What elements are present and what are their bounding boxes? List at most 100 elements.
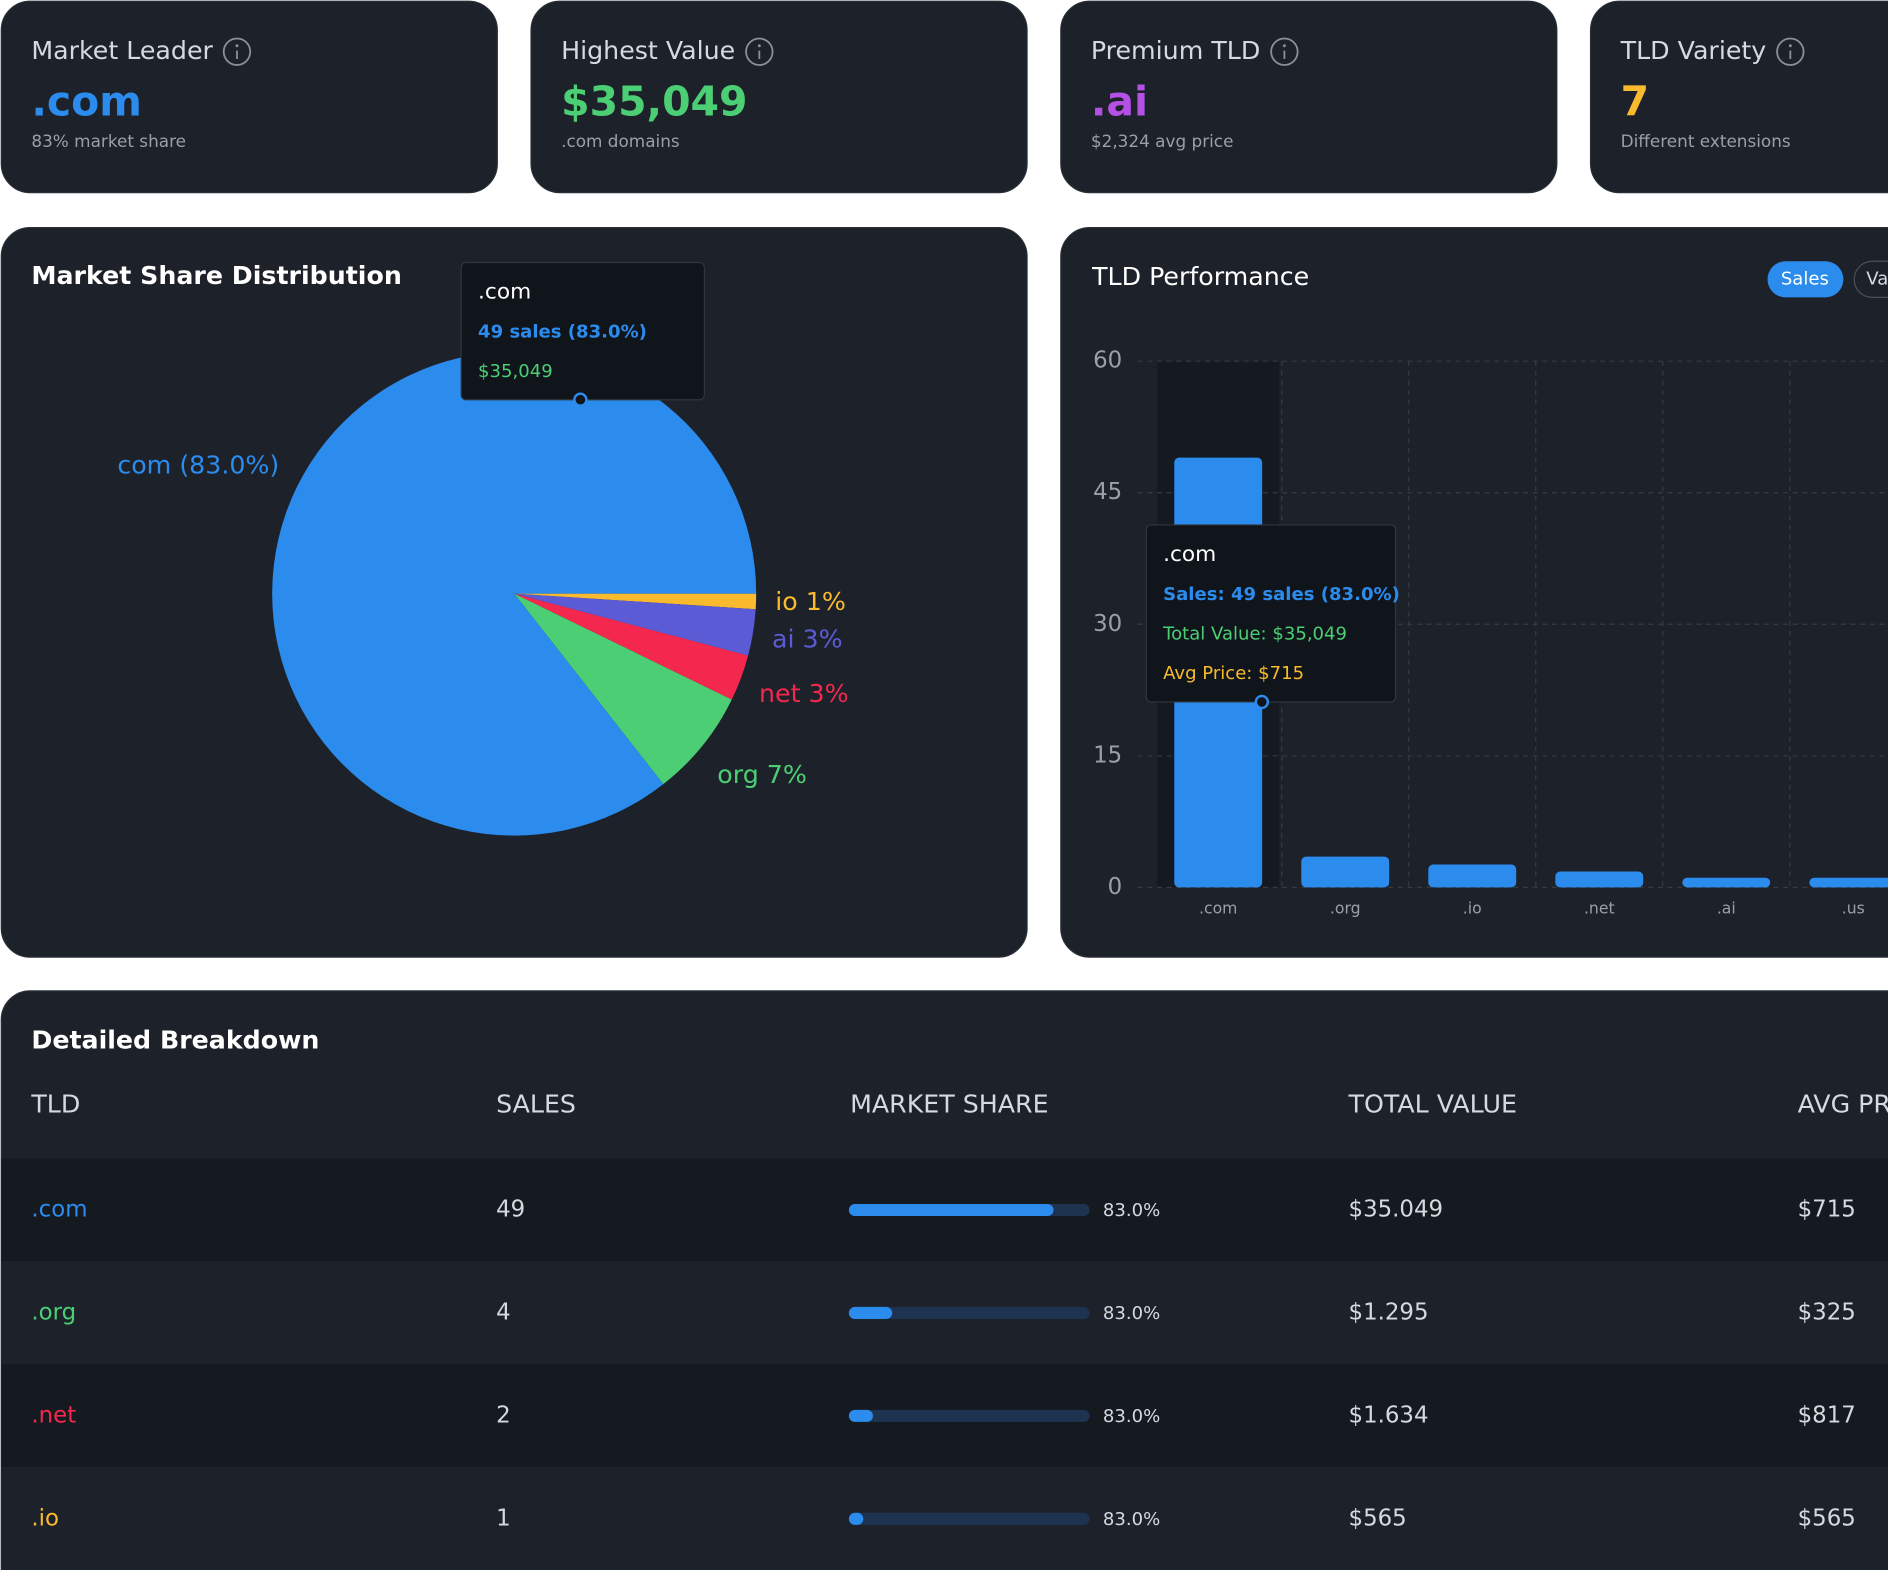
value-cell: $1.295 <box>1349 1299 1429 1325</box>
column-header: TOTAL VALUE <box>1348 1089 1517 1118</box>
sales-cell: 49 <box>496 1197 525 1223</box>
card-subtitle: Different extensions <box>1621 131 1791 151</box>
y-tick-label: 15 <box>1093 742 1122 768</box>
toggle-button[interactable] <box>1853 260 1888 298</box>
x-tick-label: .com <box>1199 899 1237 918</box>
tooltip-text: Avg Price: $715 <box>1163 663 1304 684</box>
card-title: Highest Value <box>561 36 735 65</box>
column-header: SALES <box>496 1089 576 1118</box>
tld-cell: .io <box>31 1505 59 1531</box>
card-title: Market Leader <box>31 36 213 65</box>
column-header: MARKET SHARE <box>850 1089 1048 1118</box>
y-tick-label: 60 <box>1093 348 1122 374</box>
sales-cell: 2 <box>496 1402 511 1428</box>
slice-label: net 3% <box>759 679 849 708</box>
avg-cell: $325 <box>1798 1299 1856 1325</box>
x-tick-label: .io <box>1463 899 1482 918</box>
tld-cell: .org <box>31 1299 76 1325</box>
column-header: AVG PR <box>1798 1089 1888 1118</box>
chart-title: Market Share Distribution <box>31 261 401 290</box>
avg-cell: $715 <box>1798 1197 1856 1223</box>
column-header: TLD <box>30 1089 80 1118</box>
stat-card <box>530 0 1028 194</box>
stat-card <box>0 0 498 194</box>
bar <box>1809 877 1888 888</box>
toggle-label[interactable]: Sales <box>1781 268 1829 289</box>
sales-cell: 1 <box>496 1505 511 1531</box>
info-icon <box>1788 44 1792 48</box>
card-value: .ai <box>1091 78 1148 126</box>
pie-slice <box>514 593 732 785</box>
share-fill <box>848 1306 893 1319</box>
slice-label: ai 3% <box>772 624 843 653</box>
share-track <box>848 1512 1090 1525</box>
share-fill <box>848 1203 1054 1217</box>
tld-cell: .com <box>31 1197 87 1223</box>
pie-slice <box>514 593 756 656</box>
card-value: 7 <box>1621 78 1649 126</box>
stat-card <box>1589 0 1888 194</box>
value-cell: $35.049 <box>1349 1197 1444 1223</box>
y-tick-label: 0 <box>1108 874 1123 900</box>
sales-cell: 4 <box>496 1299 511 1325</box>
share-cell: 83.0% <box>1103 1200 1160 1221</box>
share-cell: 83.0% <box>1103 1303 1160 1324</box>
avg-cell: $817 <box>1798 1402 1856 1428</box>
card-title: Premium TLD <box>1091 36 1260 65</box>
tooltip-text: $35,049 <box>478 361 553 382</box>
slice-label: org 7% <box>717 760 807 789</box>
tooltip-text: Total Value: $35,049 <box>1162 624 1347 645</box>
value-cell: $565 <box>1349 1505 1407 1531</box>
hover-point <box>573 392 588 407</box>
share-track <box>848 1306 1090 1319</box>
x-tick-label: .us <box>1842 899 1865 918</box>
pie-slice <box>514 593 757 610</box>
tooltip-text: .com <box>478 280 531 305</box>
bar <box>1301 856 1390 888</box>
card-subtitle: .com domains <box>561 131 680 151</box>
card-subtitle: 83% market share <box>31 131 186 151</box>
tooltip-text: Sales: 49 sales (83.0%) <box>1163 584 1400 605</box>
slice-label: com (83.0%) <box>117 450 279 479</box>
hover-point <box>1254 694 1270 710</box>
card-title: TLD Variety <box>1620 36 1767 65</box>
tooltip-text: 49 sales (83.0%) <box>478 321 647 342</box>
tld-cell: .net <box>31 1402 76 1428</box>
share-fill <box>848 1512 864 1525</box>
toggle-button[interactable] <box>1767 261 1844 298</box>
info-icon <box>745 37 774 66</box>
tooltip-text: .com <box>1163 542 1216 567</box>
y-tick-label: 30 <box>1093 611 1122 637</box>
info-icon <box>222 37 252 66</box>
tooltip <box>1145 524 1397 703</box>
share-fill <box>848 1409 873 1422</box>
info-icon <box>757 44 761 48</box>
y-tick-label: 45 <box>1093 479 1122 505</box>
info-icon <box>235 44 239 48</box>
card-value: .com <box>31 78 142 126</box>
avg-cell: $565 <box>1798 1505 1856 1531</box>
share-cell: 83.0% <box>1103 1406 1160 1427</box>
value-cell: $1.634 <box>1349 1402 1429 1428</box>
pie-slice <box>272 351 757 836</box>
slice-label: io 1% <box>775 587 846 616</box>
stat-card <box>1060 0 1558 194</box>
x-tick-label: .net <box>1584 899 1615 918</box>
bar <box>1555 871 1644 888</box>
x-tick-label: .ai <box>1717 899 1736 918</box>
chart-title: TLD Performance <box>1091 262 1309 291</box>
table-title: Detailed Breakdown <box>31 1025 319 1054</box>
x-tick-label: .org <box>1330 899 1361 918</box>
info-icon <box>1776 37 1805 66</box>
card-value: $35,049 <box>561 78 747 126</box>
share-cell: 83.0% <box>1103 1509 1160 1530</box>
toggle-label[interactable]: Va <box>1866 268 1888 289</box>
info-icon <box>1270 37 1299 66</box>
pie-slice <box>514 593 749 700</box>
info-icon <box>1282 44 1286 48</box>
share-track <box>848 1409 1090 1422</box>
card-subtitle: $2,324 avg price <box>1091 131 1234 151</box>
bar <box>1428 864 1517 888</box>
